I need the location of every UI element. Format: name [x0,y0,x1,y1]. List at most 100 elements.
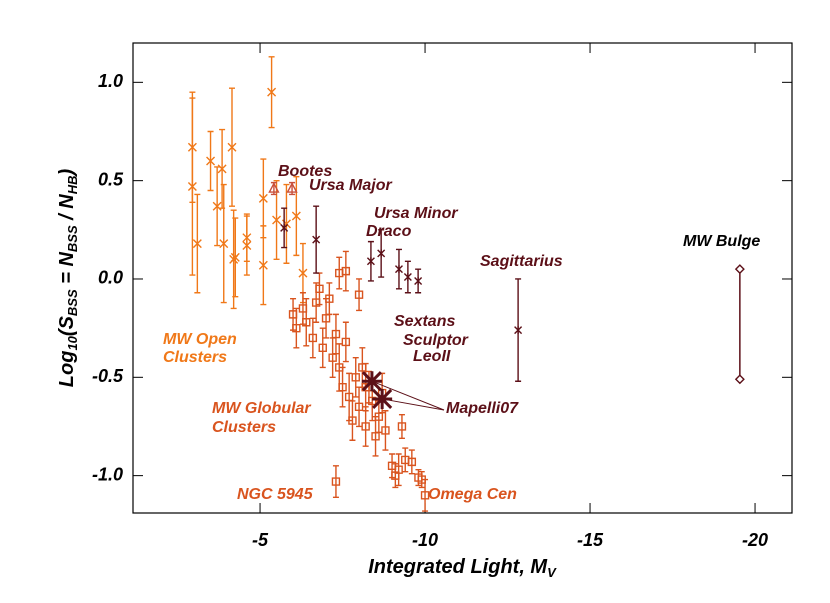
marker-square [394,465,403,474]
y-tick-label: -1.0 [92,464,123,484]
marker-square [315,284,324,294]
label-text: / N [56,194,78,226]
marker-x [192,239,202,249]
error-bar [303,297,310,347]
annotation: Omega Cen [428,486,517,503]
y-tick-label: 1.0 [98,71,123,91]
label-text: ) [56,168,78,177]
marker-x [206,156,216,166]
error-bar [323,297,330,339]
y-axis-label: Log10(SBSS = NBSS / NHB) [56,168,80,387]
error-bar [352,356,359,398]
annotation: MW Open [163,331,237,348]
x-axis-label: Integrated Light, MV [368,556,557,580]
error-bar [372,415,379,457]
error-bar [332,465,339,498]
marker-square [292,323,301,333]
label-subscript: BSS [65,289,80,316]
marker-square [420,491,430,500]
marker-x [217,164,227,174]
x-tick-label: -20 [742,530,768,550]
error-bar [332,313,339,355]
x-tick-label: -5 [252,530,269,550]
marker-square [302,318,311,327]
marker-x [291,211,301,221]
marker-square [318,343,327,353]
marker-square [351,373,360,382]
error-bar [418,471,425,489]
annotation: Bootes [278,163,332,180]
marker-x [227,142,237,152]
annotation: Mapelli07 [446,400,519,417]
marker-square [361,382,370,392]
error-bar [339,366,346,408]
error-bar [402,447,409,473]
error-bar [346,372,353,422]
y-tick-label: -0.5 [92,366,124,386]
leader-line [371,380,445,411]
error-bar [316,272,323,306]
marker-x [187,182,197,192]
marker-square [381,426,390,435]
marker-square [341,337,351,347]
error-bar [342,250,349,292]
marker-square [407,457,417,467]
label-text: (S [56,315,78,336]
marker-x [298,268,308,278]
annotation: Ursa Major [309,177,392,194]
marker-x [212,201,222,211]
annotation: Ursa Minor [374,205,458,222]
error-bar [362,406,369,447]
error-bar [342,321,349,363]
marker-square [354,290,364,299]
annotation: Draco [366,223,412,240]
marker-asterisk [403,273,412,282]
annotation: LeoII [413,348,451,365]
y-tick-label: 0.5 [98,169,124,189]
annotation: Sextans [394,313,455,330]
error-bar [293,307,300,349]
annotation: Clusters [163,349,227,366]
marker-star [372,388,393,410]
marker-square [335,268,344,278]
marker-triangle [286,182,298,193]
marker-square [341,266,351,276]
marker-square [311,298,321,307]
error-bar [398,413,405,439]
label-subscript: HB [65,175,80,194]
marker-square [331,477,341,486]
y-tick-label: 0.0 [98,268,123,288]
error-bar [349,400,356,441]
label-text: Log [56,351,78,388]
marker-square [308,333,318,343]
marker-square [331,329,341,339]
plot-frame [132,42,793,514]
marker-asterisk [394,265,403,274]
label-subscript: 10 [65,335,80,350]
label-subscript: BSS [65,225,80,252]
marker-x [230,252,240,262]
marker-x [267,87,277,97]
label-subscript: V [547,565,557,580]
error-bar [356,386,363,428]
error-bar [422,478,429,512]
marker-asterisk [377,249,386,258]
label-text: = N [56,252,78,290]
error-bar [329,337,336,379]
marker-square [361,422,370,431]
marker-triangle [268,182,280,193]
marker-x [219,239,229,249]
marker-diamond [734,374,745,385]
error-bar [408,449,415,475]
marker-square [325,294,334,303]
annotation: Sagittarius [480,253,563,270]
marker-square [338,382,347,392]
marker-asterisk [514,326,523,335]
marker-x [258,193,268,203]
annotation: Sculptor [403,332,469,349]
error-bar [309,317,316,359]
x-tick-label: -15 [577,530,604,550]
marker-asterisk [280,223,289,232]
marker-star [361,371,382,392]
error-bar [395,453,402,487]
